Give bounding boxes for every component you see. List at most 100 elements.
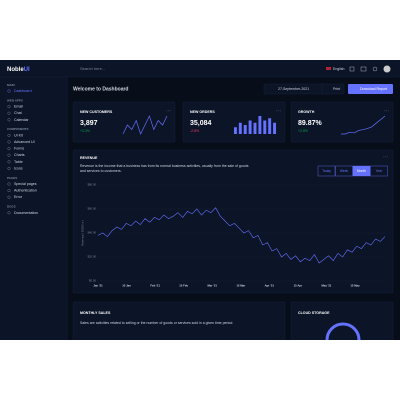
stat-menu: ···: [384, 108, 389, 114]
card-title: MONTHLY SALES: [80, 311, 111, 315]
x-tick-label: Apr '21: [265, 284, 275, 288]
y-tick-label: $40.00: [87, 231, 96, 235]
range-button[interactable]: [370, 165, 388, 177]
y-axis-label: Revenue ( $1000 x ): [81, 220, 85, 245]
sidebar-section: MAIN: [7, 83, 15, 87]
card-title: REVENUE: [80, 156, 98, 160]
range-label: Today: [322, 169, 331, 173]
x-tick-label: 15 Feb: [179, 284, 188, 288]
spark-bar: [273, 122, 277, 134]
stat-card: [72, 101, 176, 143]
spark-bar: [253, 122, 257, 134]
download-text: Download Report: [360, 87, 387, 91]
x-tick-label: May '21: [321, 284, 331, 288]
spark-bar: [258, 116, 262, 134]
menu-icon: [7, 89, 11, 93]
white-bottom: [0, 340, 400, 400]
stat-value: 3,897: [80, 120, 98, 127]
menu-item[interactable]: Advanced UI: [14, 140, 35, 144]
menu-item[interactable]: Dashboard: [14, 89, 32, 93]
x-tick-label: Jan '21: [93, 284, 103, 288]
menu-item[interactable]: Documentation: [14, 211, 38, 215]
menu-item[interactable]: Chat: [14, 111, 22, 115]
range-button[interactable]: [352, 165, 371, 177]
stat-change: +3.3%: [80, 129, 90, 133]
date-text: 27-September-2021: [278, 87, 309, 91]
avatar[interactable]: [383, 65, 391, 73]
menu-icon: [7, 133, 11, 137]
sparkline: [341, 115, 386, 135]
card-menu: ···: [383, 154, 388, 160]
y-tick-label: $20.00: [87, 255, 96, 259]
sidebar-section: PAGES: [7, 176, 17, 180]
stat-title: GROWTH: [298, 110, 315, 114]
flag-icon: [326, 67, 331, 70]
stat-menu: ···: [276, 108, 281, 114]
y-tick-label: $0.00: [89, 279, 96, 283]
y-tick-label: $80.00: [87, 183, 96, 187]
print-button[interactable]: [321, 83, 345, 95]
menu-item[interactable]: Icons: [14, 166, 23, 170]
stat-change: -2.8%: [190, 129, 199, 133]
spark-bar: [263, 120, 267, 134]
range-button[interactable]: [335, 165, 353, 177]
download-button[interactable]: [348, 84, 393, 94]
stat-menu: ···: [166, 108, 171, 114]
print-text: Print: [333, 87, 340, 91]
revenue-card: [72, 149, 394, 294]
stat-title: NEW CUSTOMERS: [80, 110, 113, 114]
menu-icon: [7, 182, 11, 186]
range-label: Week: [340, 169, 349, 173]
menu-item[interactable]: Forms: [14, 147, 24, 151]
mail-icon[interactable]: [360, 66, 367, 72]
x-tick-label: Feb '21: [150, 284, 160, 288]
apps-icon[interactable]: [349, 66, 355, 72]
menu-icon: [7, 153, 11, 157]
card-title: CLOUD STORAGE: [298, 311, 330, 315]
x-tick-label: 10 Jan: [122, 284, 131, 288]
stat-value: 89.87%: [298, 120, 323, 127]
search-box[interactable]: Search here...: [80, 66, 105, 71]
spark-bar: [233, 127, 237, 134]
page-title: Welcome to Dashboard: [73, 86, 128, 92]
description-text: Revenue is the income that a business ha…: [80, 164, 249, 173]
sidebar-section: COMPONENTS: [7, 127, 29, 131]
menu-item[interactable]: Authentication: [14, 189, 37, 193]
menu-item[interactable]: Email: [14, 105, 23, 109]
x-tick-label: 15 May: [350, 284, 360, 288]
language-select[interactable]: English: [333, 67, 345, 71]
sparkline: [122, 115, 168, 135]
bell-icon[interactable]: [372, 66, 378, 72]
spark-bar: [268, 118, 272, 134]
spark-bar: [243, 125, 247, 134]
menu-item[interactable]: Special pages: [14, 182, 37, 186]
menu-item[interactable]: Calendar: [14, 118, 29, 122]
range-button[interactable]: [317, 165, 336, 177]
storage-gauge: [325, 322, 361, 341]
spark-bar: [238, 122, 242, 134]
card-description: Sales are activities related to selling …: [80, 321, 233, 325]
menu-icon: [7, 211, 11, 215]
brand-name: Noble: [7, 67, 24, 73]
menu-item[interactable]: Table: [14, 160, 23, 164]
x-tick-label: Mar '21: [207, 284, 217, 288]
menu-icon: [7, 189, 11, 193]
menu-item[interactable]: UI Kit: [14, 133, 23, 137]
spark-bar: [248, 120, 252, 134]
menu-icon: [7, 111, 11, 115]
menu-item[interactable]: Charts: [14, 153, 25, 157]
stat-card: [290, 101, 394, 143]
stat-value: 35,084: [190, 120, 212, 127]
menu-icon: [7, 160, 11, 164]
menu-icon: [7, 118, 11, 122]
revenue-description: Revenue is the income that a business ha…: [80, 164, 249, 173]
revenue-line: [97, 207, 386, 264]
topbar: [68, 60, 400, 77]
menu-icon: [7, 195, 11, 199]
x-tick-label: 15 Mar: [236, 284, 246, 288]
menu-item[interactable]: Error: [14, 195, 23, 199]
y-tick-label: $60.00: [87, 207, 96, 211]
menu-icon: [7, 105, 11, 109]
